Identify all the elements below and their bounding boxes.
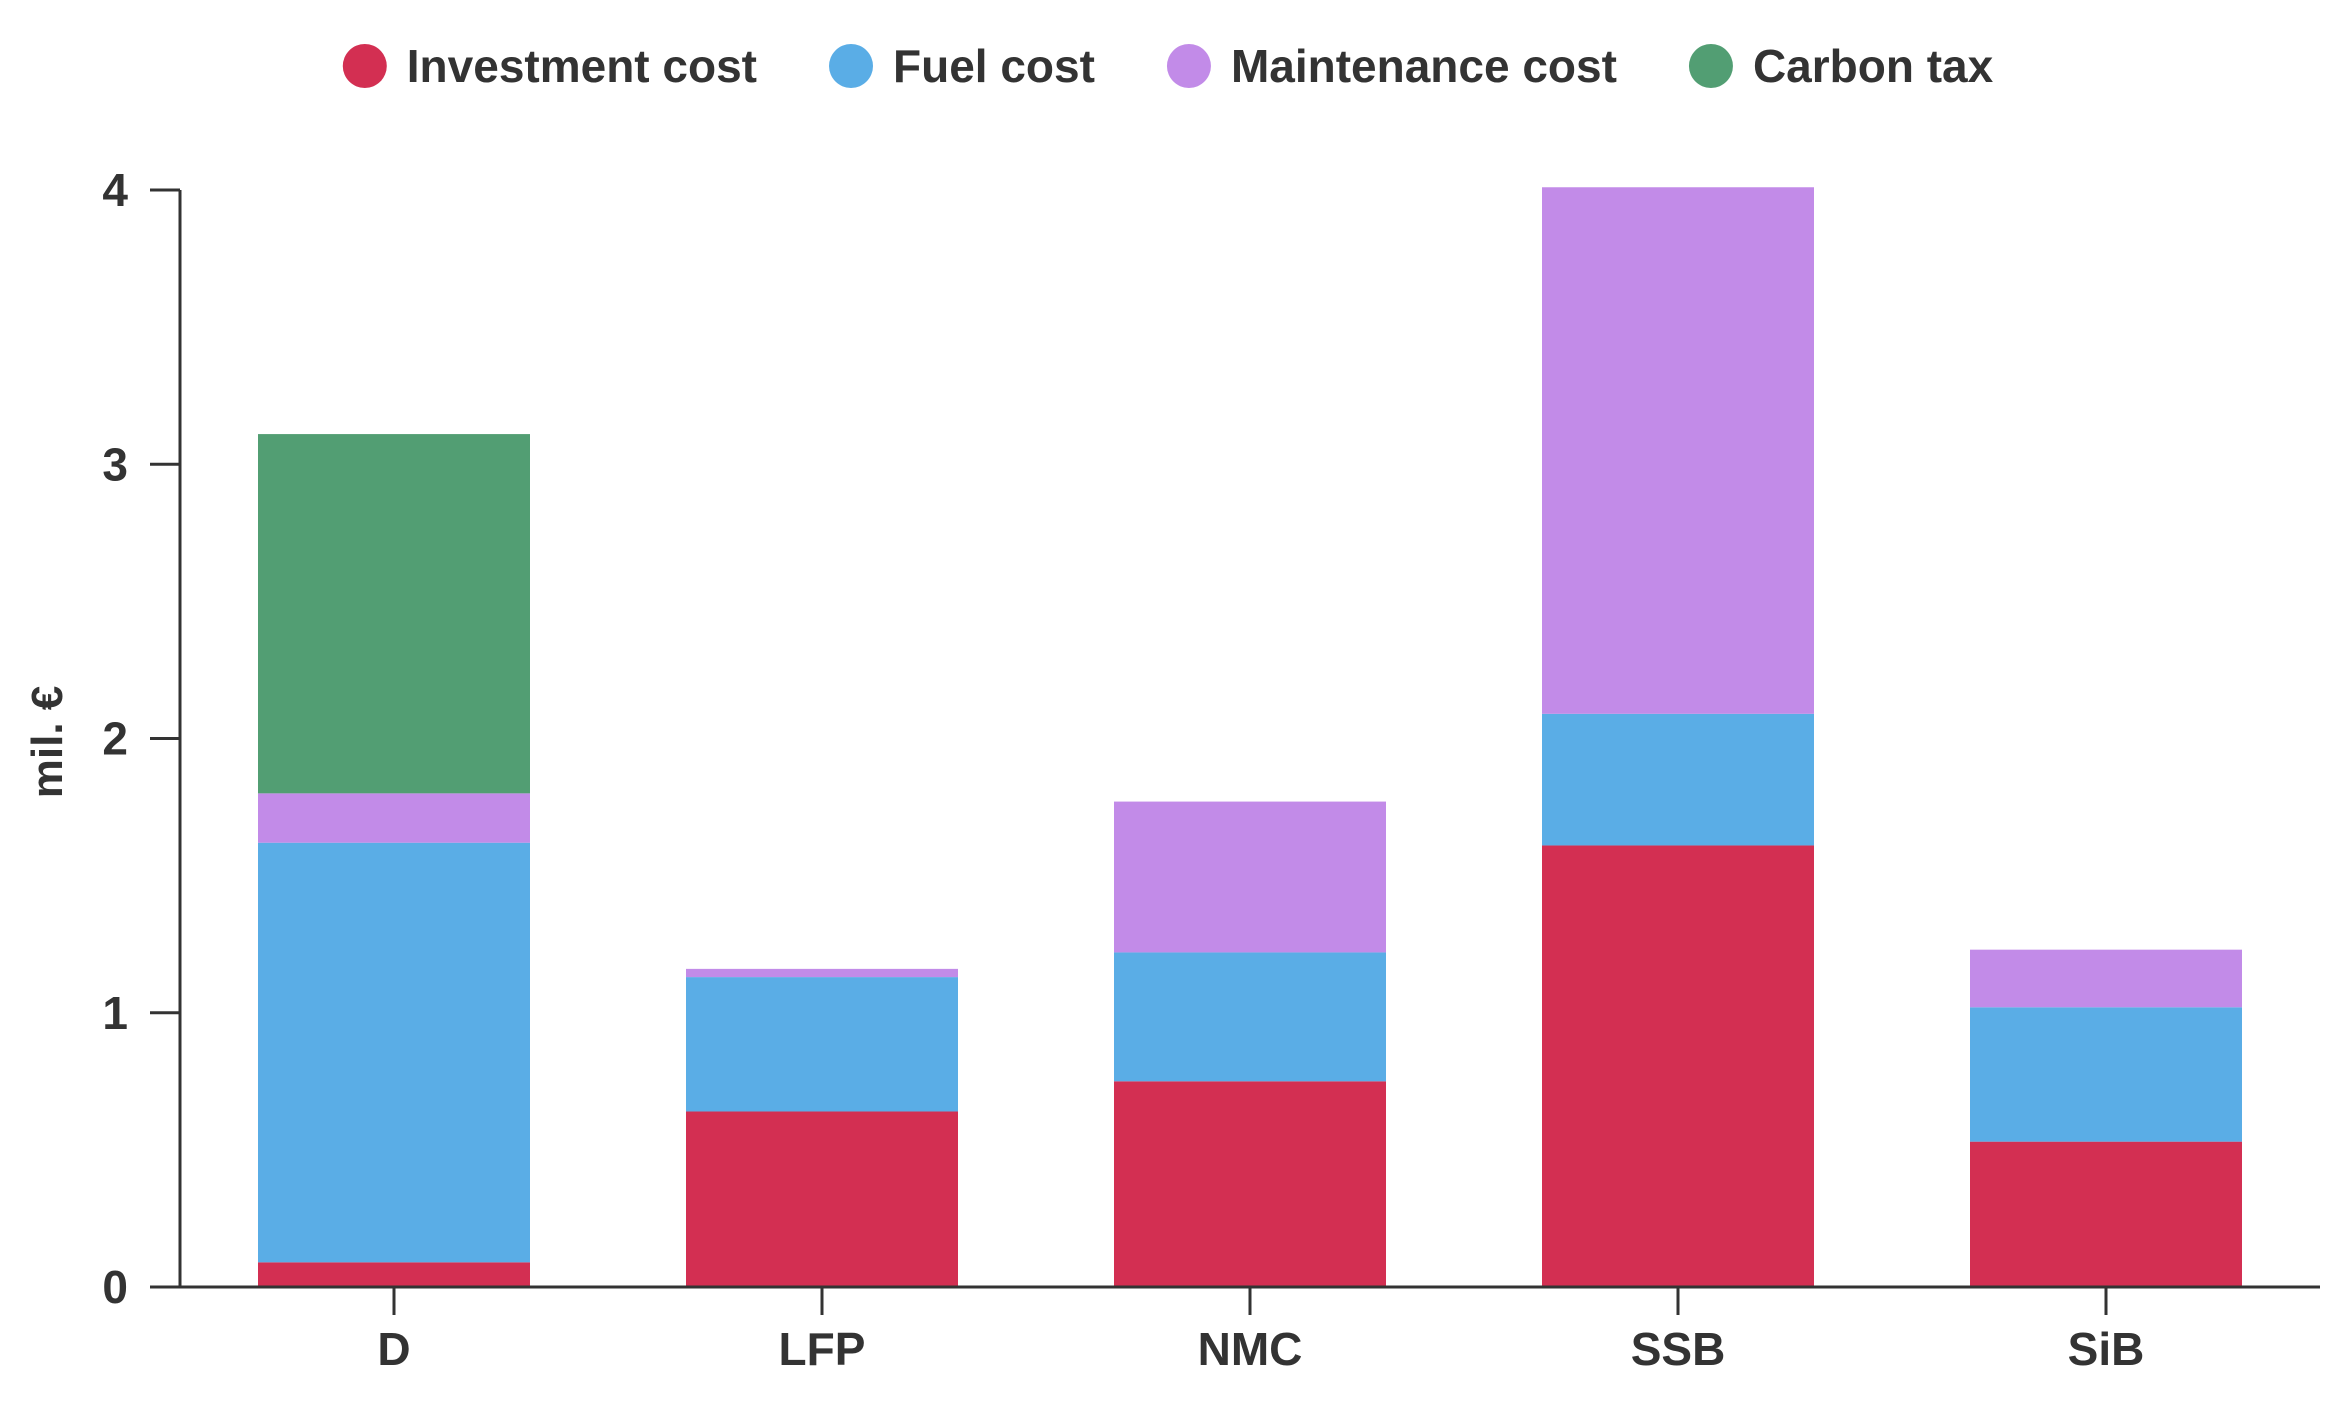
legend-swatch bbox=[1166, 44, 1211, 88]
bar-d-carbon-tax bbox=[258, 434, 530, 794]
axes: 0 1 2 3 4 D LFP NMC SSB SiB bbox=[102, 164, 2320, 1375]
bar-lfp-maintenance-cost bbox=[686, 968, 958, 978]
y-tick-label: 2 bbox=[102, 713, 128, 765]
y-tick-label: 1 bbox=[102, 987, 128, 1039]
bar-ssb-fuel-cost bbox=[1542, 713, 1814, 846]
bar-sib-investment-cost bbox=[1970, 1141, 2242, 1287]
x-tick-label-lfp: LFP bbox=[779, 1323, 866, 1375]
legend-label: Investment cost bbox=[407, 40, 757, 92]
bar-ssb-maintenance-cost bbox=[1542, 187, 1814, 714]
bar-nmc-fuel-cost bbox=[1114, 952, 1386, 1082]
x-tick-label-ssb: SSB bbox=[1631, 1323, 1726, 1375]
bar-d-maintenance-cost bbox=[258, 793, 530, 843]
bar-sib-fuel-cost bbox=[1970, 1007, 2242, 1142]
bar-nmc-maintenance-cost bbox=[1114, 801, 1386, 953]
bar-nmc-investment-cost bbox=[1114, 1081, 1386, 1287]
legend-label: Maintenance cost bbox=[1231, 40, 1617, 92]
legend-swatch bbox=[1688, 44, 1733, 88]
plot-area bbox=[258, 187, 2242, 1287]
legend-label: Fuel cost bbox=[893, 40, 1095, 92]
legend-swatch bbox=[342, 44, 387, 88]
y-tick-label: 4 bbox=[102, 164, 128, 216]
legend-item-investment-cost: Investment cost bbox=[342, 40, 757, 92]
legend-item-carbon-tax: Carbon tax bbox=[1688, 40, 1994, 92]
bar-d-investment-cost bbox=[258, 1262, 530, 1287]
bar-ssb-investment-cost bbox=[1542, 845, 1814, 1287]
legend-swatch bbox=[829, 44, 874, 88]
x-tick-label-sib: SiB bbox=[2068, 1323, 2145, 1375]
bar-lfp-investment-cost bbox=[686, 1111, 958, 1287]
y-tick-label: 3 bbox=[102, 438, 128, 490]
y-axis-title: mil. € bbox=[23, 686, 72, 799]
legend-label: Carbon tax bbox=[1753, 40, 1994, 92]
legend-item-maintenance-cost: Maintenance cost bbox=[1166, 40, 1617, 92]
x-tick-label-nmc: NMC bbox=[1198, 1323, 1303, 1375]
legend: Investment cost Fuel cost Maintenance cost… bbox=[342, 40, 1994, 92]
bar-sib-maintenance-cost bbox=[1970, 949, 2242, 1008]
bar-d-fuel-cost bbox=[258, 842, 530, 1263]
x-tick-label-d: D bbox=[377, 1323, 410, 1375]
bar-lfp-fuel-cost bbox=[686, 977, 958, 1112]
legend-item-fuel-cost: Fuel cost bbox=[829, 40, 1095, 92]
y-tick-label: 0 bbox=[102, 1261, 128, 1313]
